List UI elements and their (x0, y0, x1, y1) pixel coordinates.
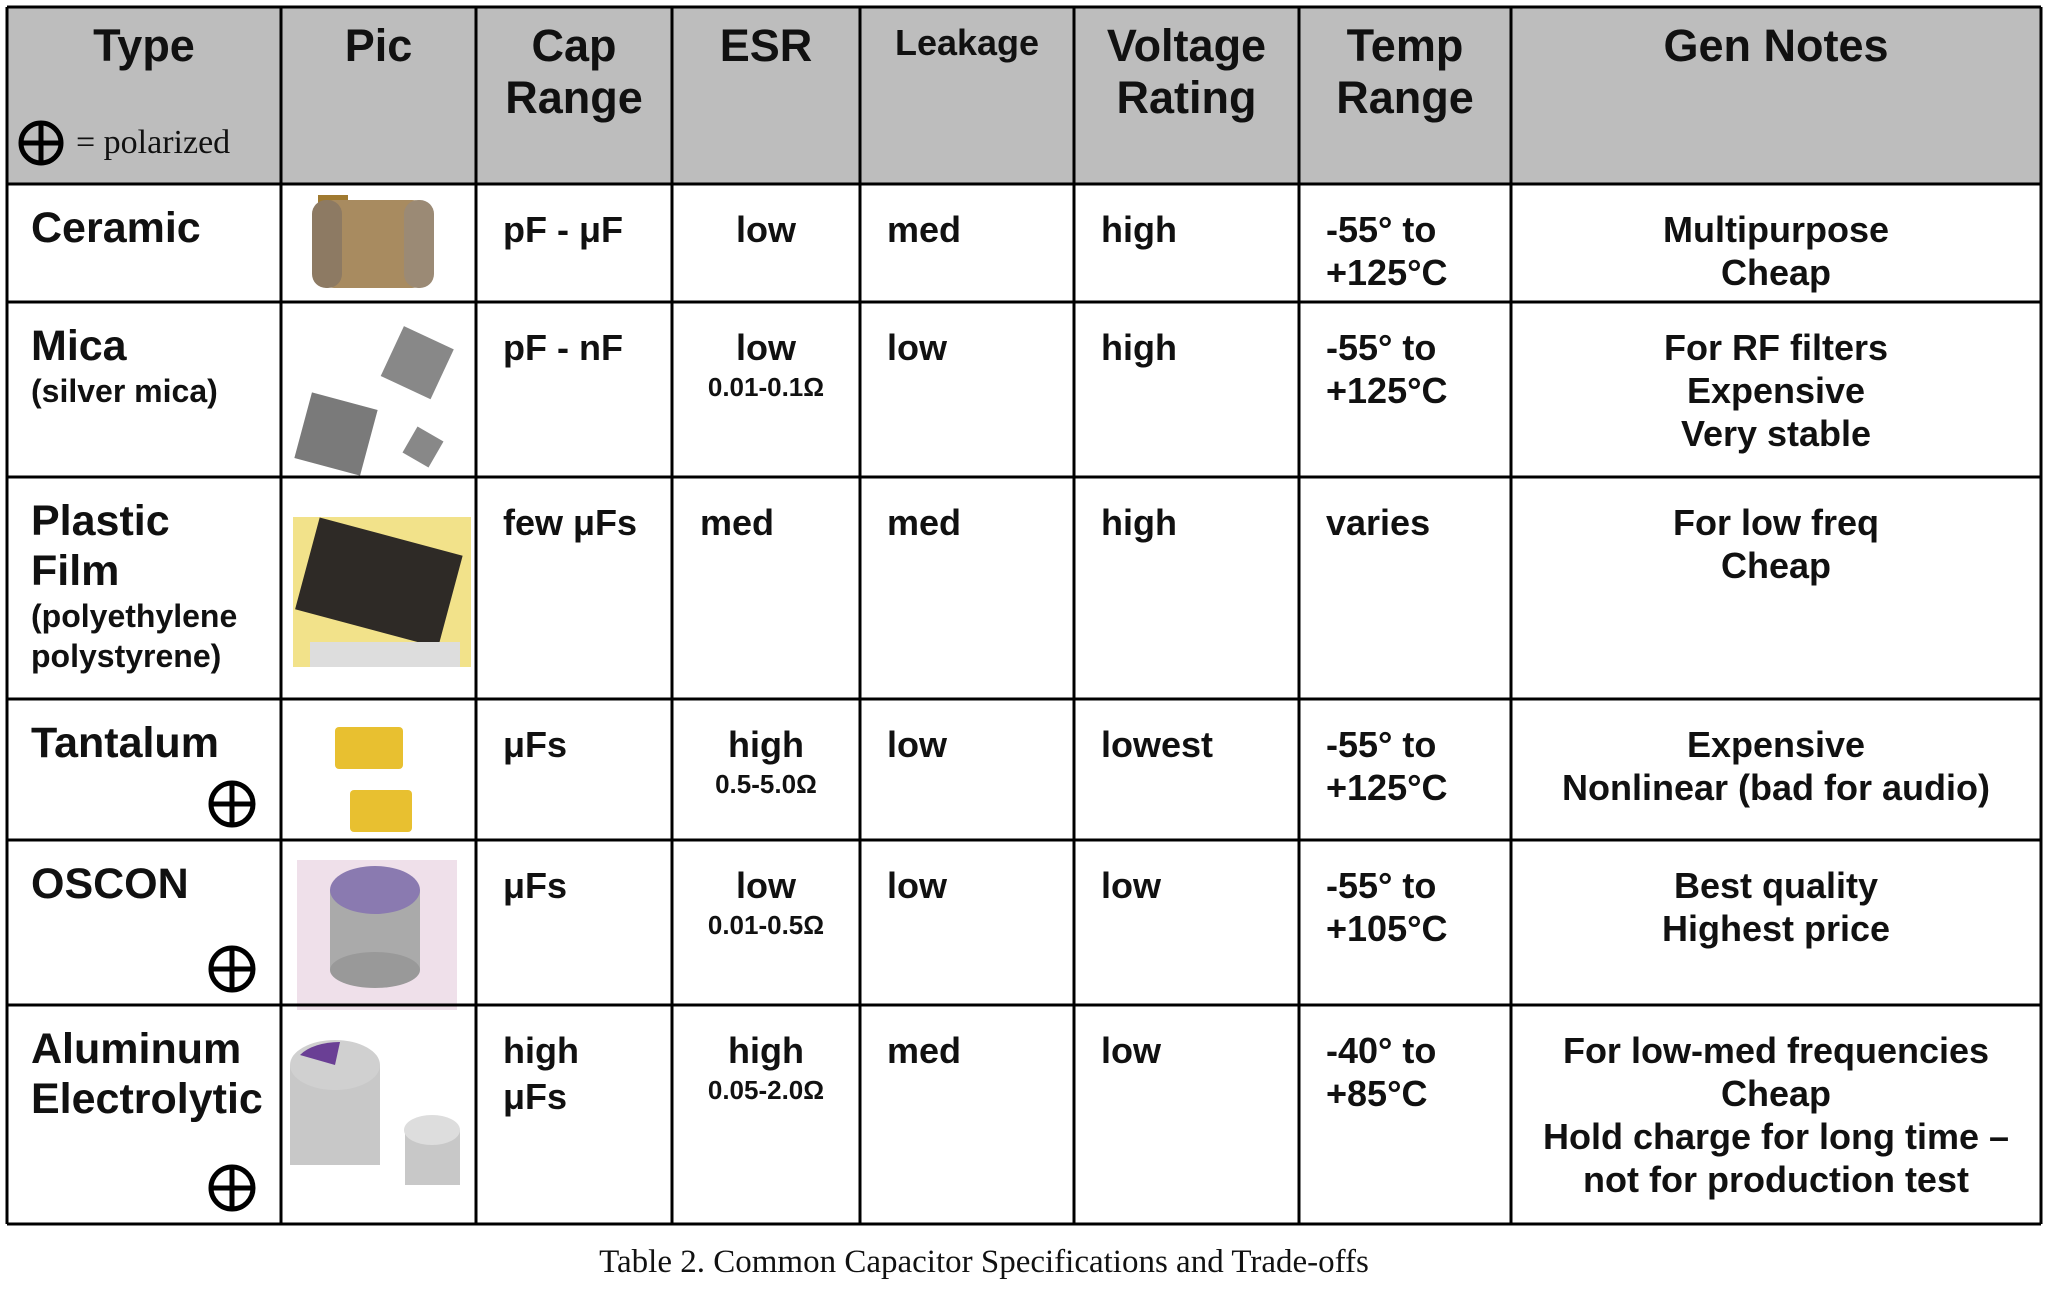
mica-pic (294, 326, 454, 476)
esr: low (736, 209, 797, 250)
temp-range: -55° to (1326, 865, 1436, 906)
esr: high (728, 1030, 804, 1071)
header-label: Pic (345, 20, 413, 71)
caption: Table 2. Common Capacitor Specifications… (599, 1244, 1369, 1280)
header-bg (7, 7, 2041, 184)
cap-range: high (503, 1030, 579, 1071)
voltage: high (1101, 502, 1177, 543)
leakage: med (887, 209, 961, 250)
type-name: Mica (31, 322, 128, 370)
film-pic (293, 517, 471, 667)
polarized-symbol (208, 945, 256, 993)
temp-range: +125°C (1326, 767, 1447, 808)
type-sub: polystyrene) (31, 638, 221, 674)
type-name: Tantalum (31, 719, 219, 767)
cap-range: μFs (503, 865, 567, 906)
voltage: lowest (1101, 724, 1213, 765)
temp-range: -55° to (1326, 209, 1436, 250)
temp-range: -55° to (1326, 327, 1436, 368)
temp-range: +105°C (1326, 908, 1447, 949)
esr-detail: 0.01-0.5Ω (708, 910, 824, 940)
header-label: Gen Notes (1663, 20, 1888, 71)
esr: high (728, 724, 804, 765)
header-label: Voltage (1107, 20, 1266, 71)
type-name: Ceramic (31, 204, 201, 252)
gen-note: Cheap (1721, 1073, 1831, 1114)
gen-note: Expensive (1687, 724, 1865, 765)
type-name: Aluminum (31, 1025, 241, 1073)
type-name: Plastic (31, 497, 170, 545)
ceramic-pic (312, 195, 434, 288)
gen-note: Best quality (1674, 865, 1878, 906)
header-label: ESR (720, 20, 813, 71)
type-name: OSCON (31, 860, 189, 908)
header-label: Cap (531, 20, 616, 71)
gen-note: Hold charge for long time – (1543, 1116, 2009, 1157)
type-name: Electrolytic (31, 1075, 263, 1123)
temp-range: +85°C (1326, 1073, 1427, 1114)
cap-range: μFs (503, 1076, 567, 1117)
gen-note: Highest price (1662, 908, 1890, 949)
gen-note: Cheap (1721, 252, 1831, 293)
polarized-symbol (18, 120, 64, 166)
polarized-symbol (208, 1164, 256, 1212)
temp-range: varies (1326, 502, 1430, 543)
table-grid (5, 5, 2043, 1226)
oscon-pic (297, 860, 457, 1010)
leakage: low (887, 327, 948, 368)
gen-note: not for production test (1583, 1159, 1969, 1200)
header-label: Range (505, 72, 643, 123)
type-sub: (silver mica) (31, 373, 218, 409)
temp-range: +125°C (1326, 370, 1447, 411)
gen-note: Cheap (1721, 545, 1831, 586)
esr: low (736, 327, 797, 368)
type-sub: (polyethylene (31, 598, 237, 634)
cap-range: μFs (503, 724, 567, 765)
gen-note: Nonlinear (bad for audio) (1562, 767, 1990, 808)
cap-range: pF - μF (503, 209, 623, 250)
header-label: Rating (1117, 72, 1257, 123)
voltage: high (1101, 209, 1177, 250)
leakage: low (887, 724, 948, 765)
aluminum-pic (290, 1040, 460, 1185)
voltage: high (1101, 327, 1177, 368)
header-label: Temp (1347, 20, 1464, 71)
esr-detail: 0.01-0.1Ω (708, 372, 824, 402)
polarized-symbol (208, 780, 256, 828)
polarized-legend: = polarized (76, 124, 230, 161)
voltage: low (1101, 1030, 1162, 1071)
pictures (290, 195, 471, 1185)
gen-note: For RF filters (1664, 327, 1888, 368)
header-label: Leakage (895, 22, 1039, 63)
esr: low (736, 865, 797, 906)
tantalum-pic (335, 727, 412, 832)
leakage: med (887, 502, 961, 543)
gen-note: Expensive (1687, 370, 1865, 411)
gen-note: Very stable (1681, 413, 1871, 454)
cap-range: few μFs (503, 502, 637, 543)
voltage: low (1101, 865, 1162, 906)
leakage: low (887, 865, 948, 906)
type-name: Film (31, 547, 119, 595)
gen-note: For low freq (1673, 502, 1879, 543)
temp-range: -40° to (1326, 1030, 1436, 1071)
leakage: med (887, 1030, 961, 1071)
temp-range: +125°C (1326, 252, 1447, 293)
cap-range: pF - nF (503, 327, 623, 368)
esr-detail: 0.05-2.0Ω (708, 1075, 824, 1105)
header-label: Range (1336, 72, 1474, 123)
gen-note: Multipurpose (1663, 209, 1889, 250)
header-label: Type (93, 20, 195, 71)
esr: med (700, 502, 774, 543)
gen-note: For low-med frequencies (1563, 1030, 1989, 1071)
esr-detail: 0.5-5.0Ω (715, 769, 817, 799)
temp-range: -55° to (1326, 724, 1436, 765)
